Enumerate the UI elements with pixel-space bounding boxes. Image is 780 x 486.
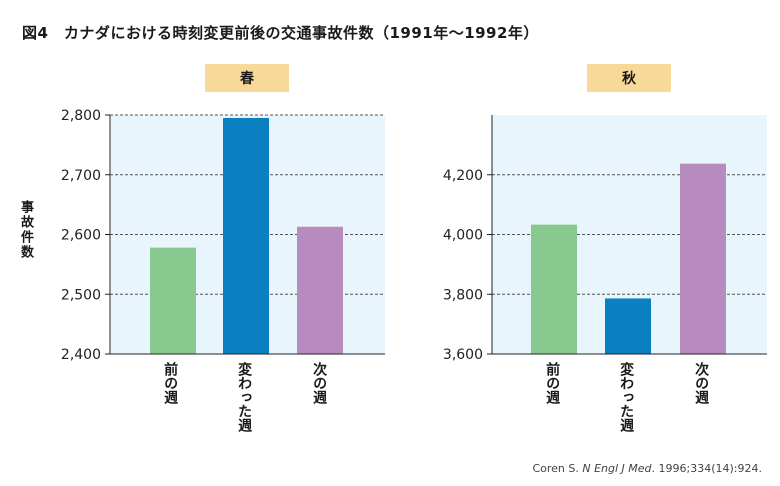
y-tick-label-spring: 2,600 bbox=[61, 228, 101, 244]
y-tick-label-spring: 2,500 bbox=[61, 287, 101, 303]
category-label-spring-after: 次の週 bbox=[311, 362, 328, 404]
category-label-autumn-before: 前の週 bbox=[544, 362, 561, 404]
y-axis-label: 事故件数 bbox=[18, 200, 33, 260]
category-label-spring-change: 変わった週 bbox=[236, 362, 253, 432]
citation-journal: N Engl J Med bbox=[582, 462, 652, 475]
category-label-autumn-change: 変わった週 bbox=[618, 362, 635, 432]
y-tick-label-spring: 2,800 bbox=[61, 108, 101, 124]
bar-autumn-3 bbox=[680, 163, 726, 354]
figure-title: 図4 カナダにおける時刻変更前後の交通事故件数（1991年～1992年） bbox=[22, 24, 539, 42]
y-tick-label-spring: 2,700 bbox=[61, 168, 101, 184]
citation-author: Coren S. bbox=[532, 462, 583, 475]
panel-title-autumn: 秋 bbox=[587, 64, 671, 92]
bar-spring-2 bbox=[223, 117, 269, 354]
bar-spring-3 bbox=[297, 226, 343, 354]
y-tick-label-autumn: 3,600 bbox=[443, 347, 483, 363]
y-tick-label-autumn: 4,000 bbox=[443, 228, 483, 244]
citation: Coren S. N Engl J Med. 1996;334(14):924. bbox=[532, 462, 762, 475]
category-label-spring-before: 前の週 bbox=[162, 362, 179, 404]
y-tick-label-spring: 2,400 bbox=[61, 347, 101, 363]
bar-autumn-1 bbox=[531, 224, 577, 354]
y-tick-label-autumn: 4,200 bbox=[443, 168, 483, 184]
y-tick-label-autumn: 3,800 bbox=[443, 287, 483, 303]
panel-title-spring: 春 bbox=[205, 64, 289, 92]
bar-spring-1 bbox=[150, 247, 196, 354]
category-label-autumn-after: 次の週 bbox=[693, 362, 710, 404]
bar-autumn-2 bbox=[605, 298, 651, 354]
citation-rest: . 1996;334(14):924. bbox=[651, 462, 762, 475]
